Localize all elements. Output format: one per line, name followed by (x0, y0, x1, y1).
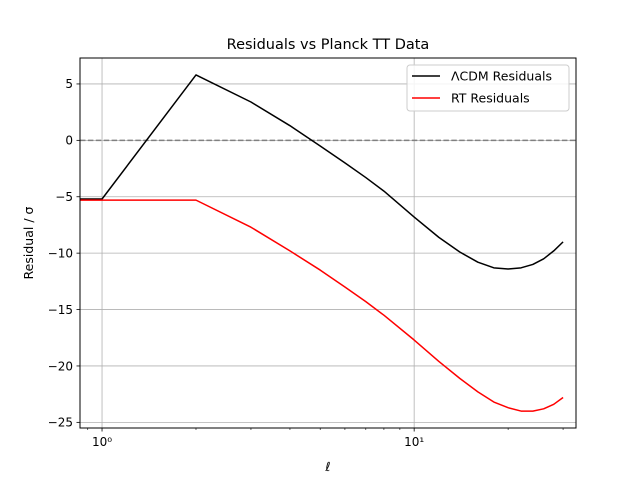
series-line-0 (80, 74, 564, 270)
legend: ΛCDM Residuals RT Residuals (406, 64, 570, 112)
plot-frame (79, 57, 577, 429)
series-line-1 (80, 199, 564, 412)
x-axis-label: ℓ (324, 459, 330, 474)
chart-title: Residuals vs Planck TT Data (227, 37, 430, 53)
y-tick-label: −10 (48, 246, 73, 260)
y-tick-label: −15 (48, 303, 73, 317)
legend-label-1: RT Residuals (451, 91, 530, 106)
y-tick-label: 5 (65, 77, 73, 91)
axis-ticks: 5 0 −5 −10 −15 −20 −25 10⁰ 10¹ (48, 77, 564, 449)
y-tick-label: 0 (65, 134, 73, 148)
y-axis-label: Residual / σ (21, 206, 36, 279)
x-tick-label: 10¹ (404, 435, 424, 449)
y-tick-label: −25 (48, 416, 73, 430)
y-tick-label: −20 (48, 359, 73, 373)
x-tick-label: 10⁰ (92, 435, 112, 449)
series-lines (80, 74, 564, 412)
y-tick-label: −5 (55, 190, 73, 204)
legend-label-0: ΛCDM Residuals (451, 69, 552, 84)
legend-box (406, 64, 570, 112)
